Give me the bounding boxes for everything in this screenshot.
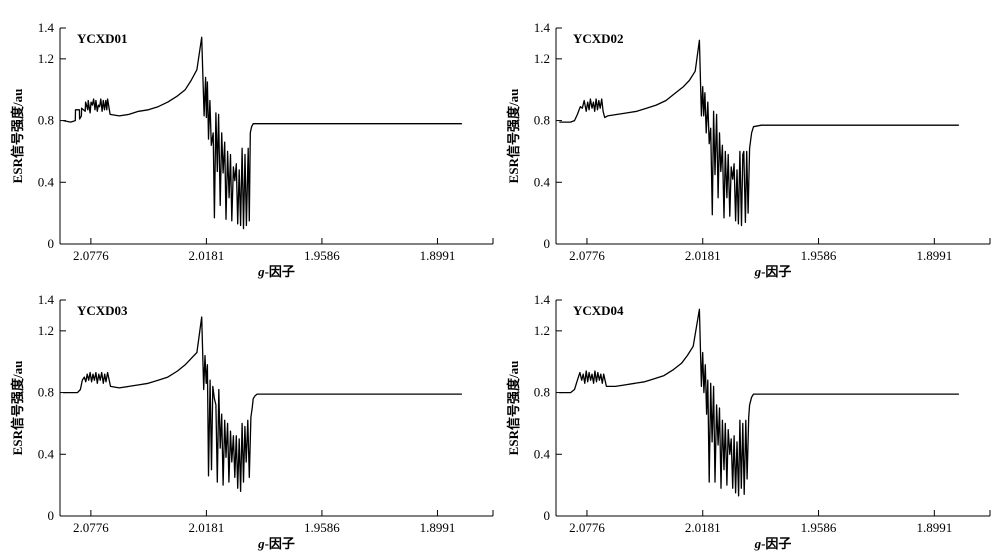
chart-panel: 0 0.4 0.8 1.2 1.4 2.0776 2.0181 1.9586 1.8991 YCX… [10,292,494,551]
y-tick-label: 1.2 [38,323,54,338]
x-axis-title-text: -因子 [761,536,791,551]
x-axis-title: g-因子 [257,264,295,279]
y-axis-title: ESR信号强度/au [10,361,25,456]
x-axis-title-text: -因子 [761,264,791,279]
chart-panel: 0 0.4 0.8 1.2 1.4 2.0776 2.0181 1.9586 1.8991 YCX… [10,20,494,279]
x-axis-title-symbol: g [754,264,762,279]
esr-spectrum-line [559,39,959,227]
y-tick-label: 1.4 [534,292,551,307]
y-tick-label: 1.2 [38,51,54,66]
x-axis-title-text: -因子 [265,536,295,551]
y-tick-label: 1.2 [534,51,550,66]
chart-panel: 0 0.4 0.8 1.2 1.4 2.0776 2.0181 1.9586 1.8991 YCX… [506,292,991,551]
y-tick-label: 0 [48,236,55,251]
x-axis-title: g-因子 [257,536,295,551]
y-tick-label: 0.4 [534,174,551,189]
esr-spectrum-line [63,36,462,230]
x-tick-label: 2.0181 [189,248,225,263]
x-tick-label: 2.0776 [73,520,109,535]
esr-spectrum-line [559,308,959,497]
x-tick-label: 1.9586 [304,248,340,263]
y-tick-label: 0 [544,236,551,251]
x-tick-label: 2.0776 [569,248,605,263]
x-axis-title-symbol: g [754,536,762,551]
esr-spectrum-line [63,316,462,492]
y-tick-label: 1.2 [534,323,550,338]
y-tick-label: 0.8 [534,385,550,400]
panel-title: YCXD02 [573,31,624,46]
x-tick-label: 2.0181 [685,520,721,535]
y-axis-title: ESR信号强度/au [506,89,521,184]
panel-title: YCXD04 [573,303,624,318]
x-axis-title-symbol: g [257,536,265,551]
x-axis-title-text: -因子 [265,264,295,279]
x-tick-label: 1.8991 [420,520,456,535]
x-tick-label: 1.9586 [304,520,340,535]
y-tick-label: 0.4 [534,446,551,461]
y-tick-label: 1.4 [534,20,551,35]
x-axis-title: g-因子 [754,536,792,551]
x-tick-label: 1.8991 [420,248,456,263]
x-axis-title-symbol: g [257,264,265,279]
y-tick-label: 0 [544,508,551,523]
y-tick-label: 1.4 [38,20,55,35]
x-tick-label: 1.9586 [801,520,837,535]
y-tick-label: 0.4 [38,446,55,461]
panel-title: YCXD01 [77,31,128,46]
x-tick-label: 1.8991 [916,248,952,263]
y-tick-label: 0.8 [38,385,54,400]
x-tick-label: 2.0181 [189,520,225,535]
y-tick-label: 0.8 [38,113,54,128]
panel-title: YCXD03 [77,303,128,318]
y-axis-title: ESR信号强度/au [506,361,521,456]
x-tick-label: 2.0776 [73,248,109,263]
y-tick-label: 0 [48,508,55,523]
x-tick-label: 2.0181 [685,248,721,263]
x-tick-label: 1.8991 [916,520,952,535]
y-tick-label: 1.4 [38,292,55,307]
y-tick-label: 0.4 [38,174,55,189]
x-axis-title: g-因子 [754,264,792,279]
x-tick-label: 1.9586 [801,248,837,263]
y-axis-title: ESR信号强度/au [10,89,25,184]
x-tick-label: 2.0776 [569,520,605,535]
chart-panel: 0 0.4 0.8 1.2 1.4 2.0776 2.0181 1.9586 1.8991 YCX… [506,20,991,279]
y-tick-label: 0.8 [534,113,550,128]
